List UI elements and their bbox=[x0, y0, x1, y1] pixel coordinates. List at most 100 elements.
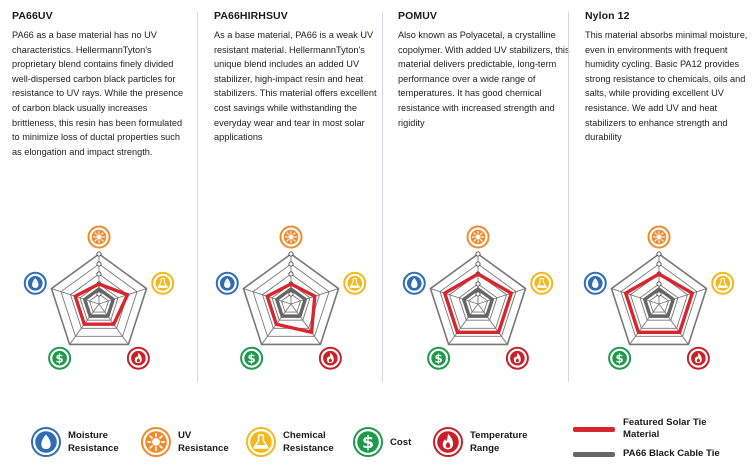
scale-tick bbox=[288, 261, 294, 267]
scale-tick bbox=[475, 251, 481, 257]
legend-uv: UV Resistance bbox=[140, 422, 229, 462]
radar-chart-pomuv: $ bbox=[402, 225, 554, 370]
scale-tick bbox=[96, 251, 102, 257]
droplet-icon bbox=[31, 427, 61, 457]
material-title: POMUV bbox=[398, 10, 438, 22]
sun-icon bbox=[466, 225, 490, 249]
legend-cost: $ Cost bbox=[352, 422, 411, 462]
flask-icon bbox=[343, 271, 367, 295]
column-divider bbox=[382, 12, 383, 382]
series-featured-solar-tie bbox=[265, 282, 317, 335]
column-divider bbox=[197, 12, 198, 382]
dollar-icon: $ bbox=[608, 346, 632, 370]
material-description: This material absorbs minimal moisture, … bbox=[585, 30, 748, 143]
legend-chemical: Chemical Resistance bbox=[245, 422, 334, 462]
droplet-icon bbox=[215, 271, 239, 295]
column-divider bbox=[568, 12, 569, 382]
scale-tick bbox=[288, 251, 294, 257]
flame-icon bbox=[505, 346, 529, 370]
material-description: As a base material, PA66 is a weak UV re… bbox=[214, 30, 377, 143]
grid-ring bbox=[88, 293, 110, 313]
material-column-pa66uv: PA66UV PA66 as a base material has no UV… bbox=[12, 10, 184, 159]
radar-chart-pa66uv: $ bbox=[23, 225, 175, 370]
dollar-icon: $ bbox=[353, 427, 383, 457]
legend-label: Temperature Range bbox=[470, 430, 528, 454]
legend-label: Featured Solar Tie Material bbox=[623, 417, 707, 440]
radar-chart-nylon12: $ bbox=[583, 225, 735, 370]
series-featured-solar-tie bbox=[442, 272, 514, 335]
grid-ring bbox=[610, 253, 708, 346]
grid-spoke bbox=[477, 288, 526, 305]
svg-text:$: $ bbox=[435, 351, 443, 365]
grid-spoke bbox=[448, 303, 479, 345]
grid-ring bbox=[79, 283, 119, 321]
grid-ring bbox=[448, 273, 508, 329]
grid-ring bbox=[271, 283, 311, 321]
sun-icon bbox=[87, 225, 111, 249]
grid-ring bbox=[60, 263, 138, 337]
legend-label: PA66 Black Cable Tie bbox=[623, 448, 720, 459]
droplet-icon bbox=[402, 271, 426, 295]
sun-icon bbox=[141, 427, 171, 457]
material-description: Also known as Polyacetal, a crystalline … bbox=[398, 30, 570, 128]
flame-icon bbox=[318, 346, 342, 370]
scale-tick bbox=[656, 291, 662, 297]
grid-ring bbox=[620, 263, 698, 337]
flame-icon bbox=[433, 427, 463, 457]
flask-icon bbox=[246, 427, 276, 457]
svg-text:$: $ bbox=[616, 351, 624, 365]
scale-tick bbox=[288, 291, 294, 297]
grid-ring bbox=[429, 253, 527, 346]
grid-ring bbox=[648, 293, 670, 313]
legend-label: Moisture Resistance bbox=[68, 430, 119, 454]
grid-ring bbox=[50, 253, 148, 346]
scale-tick bbox=[96, 271, 102, 277]
legend-featured: Featured Solar Tie Material bbox=[573, 417, 707, 441]
legend-moisture: Moisture Resistance bbox=[30, 422, 119, 462]
material-column-pomuv: POMUV Also known as Polyacetal, a crysta… bbox=[398, 10, 570, 130]
series-black-cable-tie bbox=[274, 286, 308, 318]
grid-spoke bbox=[290, 303, 321, 345]
grid-spoke bbox=[611, 288, 660, 305]
dollar-icon: $ bbox=[48, 346, 72, 370]
grid-ring bbox=[242, 253, 340, 346]
scale-tick bbox=[96, 291, 102, 297]
flask-icon bbox=[151, 271, 175, 295]
droplet-icon bbox=[23, 271, 47, 295]
grid-ring bbox=[439, 263, 517, 337]
scale-tick bbox=[475, 281, 481, 287]
legend-label: Chemical Resistance bbox=[283, 430, 334, 454]
flask-icon bbox=[246, 427, 276, 457]
flask-icon bbox=[530, 271, 554, 295]
sun-icon bbox=[141, 427, 171, 457]
svg-text:$: $ bbox=[56, 351, 64, 365]
grid-ring bbox=[458, 283, 498, 321]
sun-icon bbox=[279, 225, 303, 249]
grid-ring bbox=[629, 273, 689, 329]
grid-spoke bbox=[477, 303, 508, 345]
material-column-nylon12: Nylon 12 This material absorbs minimal m… bbox=[585, 10, 755, 145]
series-black-cable-tie bbox=[642, 286, 676, 318]
grid-spoke bbox=[658, 303, 689, 345]
flame-icon bbox=[126, 346, 150, 370]
droplet-icon bbox=[31, 427, 61, 457]
legend-label: Cost bbox=[390, 436, 412, 448]
material-description: PA66 as a base material has no UV charac… bbox=[12, 30, 184, 157]
sun-icon bbox=[647, 225, 671, 249]
legend-black: PA66 Black Cable Tie bbox=[573, 448, 720, 460]
scale-tick bbox=[475, 261, 481, 267]
grid-spoke bbox=[430, 288, 479, 305]
scale-tick bbox=[656, 281, 662, 287]
grid-ring bbox=[280, 293, 302, 313]
flask-icon bbox=[711, 271, 735, 295]
legend: Moisture Resistance UV Resistance Chemical… bbox=[0, 417, 755, 472]
grid-spoke bbox=[658, 288, 707, 305]
series-featured-solar-tie bbox=[623, 272, 695, 335]
scale-tick bbox=[288, 271, 294, 277]
grid-ring bbox=[467, 293, 489, 313]
dollar-icon: $ bbox=[240, 346, 264, 370]
legend-label: UV Resistance bbox=[178, 430, 229, 454]
droplet-icon bbox=[583, 271, 607, 295]
material-column-pa66hirhsuv: PA66HIRHSUV As a base material, PA66 is … bbox=[214, 10, 386, 145]
series-featured-solar-tie bbox=[73, 282, 130, 326]
